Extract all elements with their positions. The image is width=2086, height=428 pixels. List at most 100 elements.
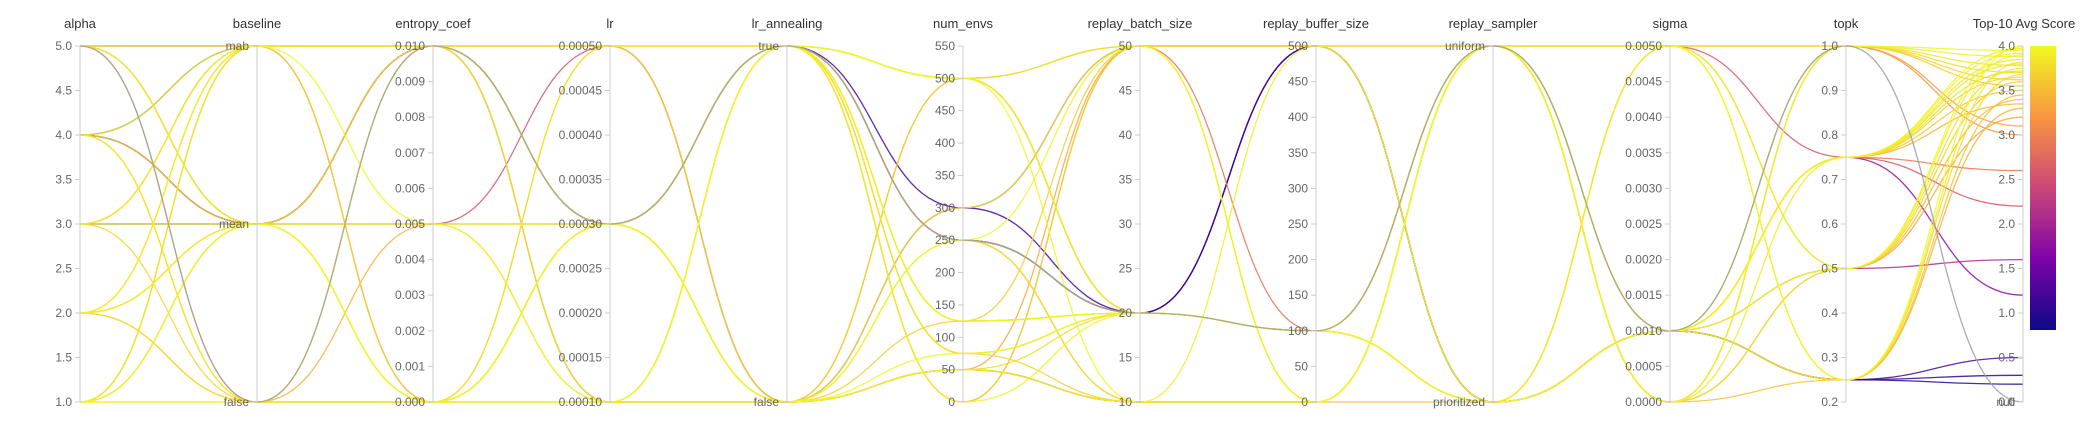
tick-label: 0.0050 (1625, 39, 1662, 53)
run-line[interactable] (80, 45, 2024, 355)
axis-title: Top-10 Avg Score (1973, 16, 2075, 31)
tick-label: 250 (935, 233, 955, 247)
axis[interactable]: replay_buffer_size 0 50 100 150 200 250 300 350 4… (1263, 16, 1369, 409)
tick-label: 2.5 (1998, 173, 2015, 187)
axis-title: sigma (1653, 16, 1688, 31)
axis[interactable]: topk 0.2 0.3 0.4 0.5 0.6 0.7 0.8 0.9 1.0 (1821, 16, 1858, 409)
tick-label: 0.7 (1821, 173, 1838, 187)
tick-label: true (758, 39, 779, 53)
tick-label: 400 (935, 136, 955, 150)
axis[interactable]: sigma 0.0000 0.0005 0.0010 0.0015 0.0020 0.002… (1625, 16, 1688, 409)
tick-label: 3.5 (55, 173, 72, 187)
tick-label: 0.0035 (1625, 146, 1662, 160)
tick-label: 25 (1119, 262, 1133, 276)
tick-label: mab (226, 39, 250, 53)
tick-label: 0.0010 (1625, 324, 1662, 338)
tick-label: 100 (1288, 324, 1308, 338)
tick-label: 4.5 (55, 84, 72, 98)
axis-title: topk (1834, 16, 1859, 31)
axis-title: lr (606, 16, 614, 31)
tick-label: 0.007 (395, 146, 425, 160)
tick-label: 0.002 (395, 324, 425, 338)
tick-label: 0.0 (1998, 395, 2015, 409)
tick-label: 4.0 (55, 128, 72, 142)
axis[interactable]: num_envs 0 50 100 150 200 250 300 350 400 450 500 55… (933, 16, 993, 409)
tick-label: 0.008 (395, 110, 425, 124)
tick-label: 0.3 (1821, 351, 1838, 365)
axis[interactable]: replay_sampler prioritized uniform (1433, 16, 1538, 409)
tick-label: 35 (1119, 173, 1133, 187)
tick-label: 550 (935, 39, 955, 53)
tick-label: 0.0030 (1625, 181, 1662, 195)
axis[interactable]: replay_batch_size 10 15 20 25 30 35 40 45 50 (1088, 16, 1193, 409)
tick-label: 1.0 (1821, 39, 1838, 53)
tick-label: 2.5 (55, 262, 72, 276)
tick-label: 20 (1119, 306, 1133, 320)
tick-label: 300 (1288, 181, 1308, 195)
axis-title: num_envs (933, 16, 993, 31)
tick-label: 1.0 (55, 395, 72, 409)
tick-label: 5.0 (55, 39, 72, 53)
tick-label: mean (219, 217, 249, 231)
tick-label: 350 (1288, 146, 1308, 160)
tick-label: 0.009 (395, 75, 425, 89)
tick-label: 200 (935, 266, 955, 280)
colorbar (2030, 46, 2056, 330)
tick-label: 0.00020 (559, 306, 603, 320)
run-line[interactable] (79, 45, 2024, 403)
axis[interactable]: baseline false mean mab (219, 16, 281, 409)
tick-label: 0.000 (395, 395, 425, 409)
tick-label: 0.010 (395, 39, 425, 53)
tick-label: 200 (1288, 253, 1308, 267)
axes: alpha 1.0 1.5 2.0 2.5 3.0 3.5 4.0 4.5 5.0 baseline… (55, 16, 2075, 409)
tick-label: 0.4 (1821, 306, 1838, 320)
tick-label: 0 (1301, 395, 1308, 409)
tick-label: 1.0 (1998, 306, 2015, 320)
axis-title: lr_annealing (752, 16, 823, 31)
run-lines (79, 45, 2024, 403)
tick-label: 0.5 (1821, 262, 1838, 276)
tick-label: 0.00035 (559, 173, 603, 187)
tick-label: 0.00010 (559, 395, 603, 409)
tick-label: 0 (948, 395, 955, 409)
tick-label: 0.8 (1821, 128, 1838, 142)
tick-label: false (754, 395, 780, 409)
tick-label: 0.6 (1821, 217, 1838, 231)
axis-title: alpha (64, 16, 97, 31)
run-line[interactable] (79, 45, 2024, 403)
tick-label: 2.0 (55, 306, 72, 320)
tick-label: 0.00045 (559, 84, 603, 98)
tick-label: 50 (1295, 359, 1309, 373)
null-label: null (1996, 395, 2015, 409)
axis-title: replay_sampler (1449, 16, 1539, 31)
axis-title: replay_buffer_size (1263, 16, 1369, 31)
tick-label: 2.0 (1998, 217, 2015, 231)
tick-label: 0.0015 (1625, 288, 1662, 302)
tick-label: 0.0000 (1625, 395, 1662, 409)
tick-label: 3.0 (1998, 128, 2015, 142)
axis[interactable]: entropy_coef 0.000 0.001 0.002 0.003 0.004 0.0… (395, 16, 471, 409)
run-line[interactable] (80, 45, 2024, 403)
axis[interactable]: lr 0.00010 0.00015 0.00020 0.00025 0.00030 0.0… (559, 16, 615, 409)
axis[interactable]: alpha 1.0 1.5 2.0 2.5 3.0 3.5 4.0 4.5 5.0 (55, 16, 96, 409)
tick-label: uniform (1445, 39, 1485, 53)
tick-label: 0.2 (1821, 395, 1838, 409)
tick-label: 0.00030 (559, 217, 603, 231)
tick-label: 45 (1119, 84, 1133, 98)
run-line[interactable] (79, 45, 2024, 332)
tick-label: 0.00040 (559, 128, 603, 142)
tick-label: 350 (935, 168, 955, 182)
axis-title: entropy_coef (395, 16, 471, 31)
tick-label: 0.0025 (1625, 217, 1662, 231)
run-line[interactable] (79, 45, 2024, 332)
tick-label: 0.004 (395, 253, 425, 267)
tick-label: 0.006 (395, 181, 425, 195)
tick-label: 450 (1288, 75, 1308, 89)
tick-label: 3.0 (55, 217, 72, 231)
axis[interactable]: Top-10 Avg Score 0.0 0.5 1.0 1.5 2.0 2.5 3.0 3.5… (1973, 16, 2075, 409)
tick-label: 300 (935, 201, 955, 215)
tick-label: 3.5 (1998, 84, 2015, 98)
tick-label: 100 (935, 330, 955, 344)
tick-label: 4.0 (1998, 39, 2015, 53)
